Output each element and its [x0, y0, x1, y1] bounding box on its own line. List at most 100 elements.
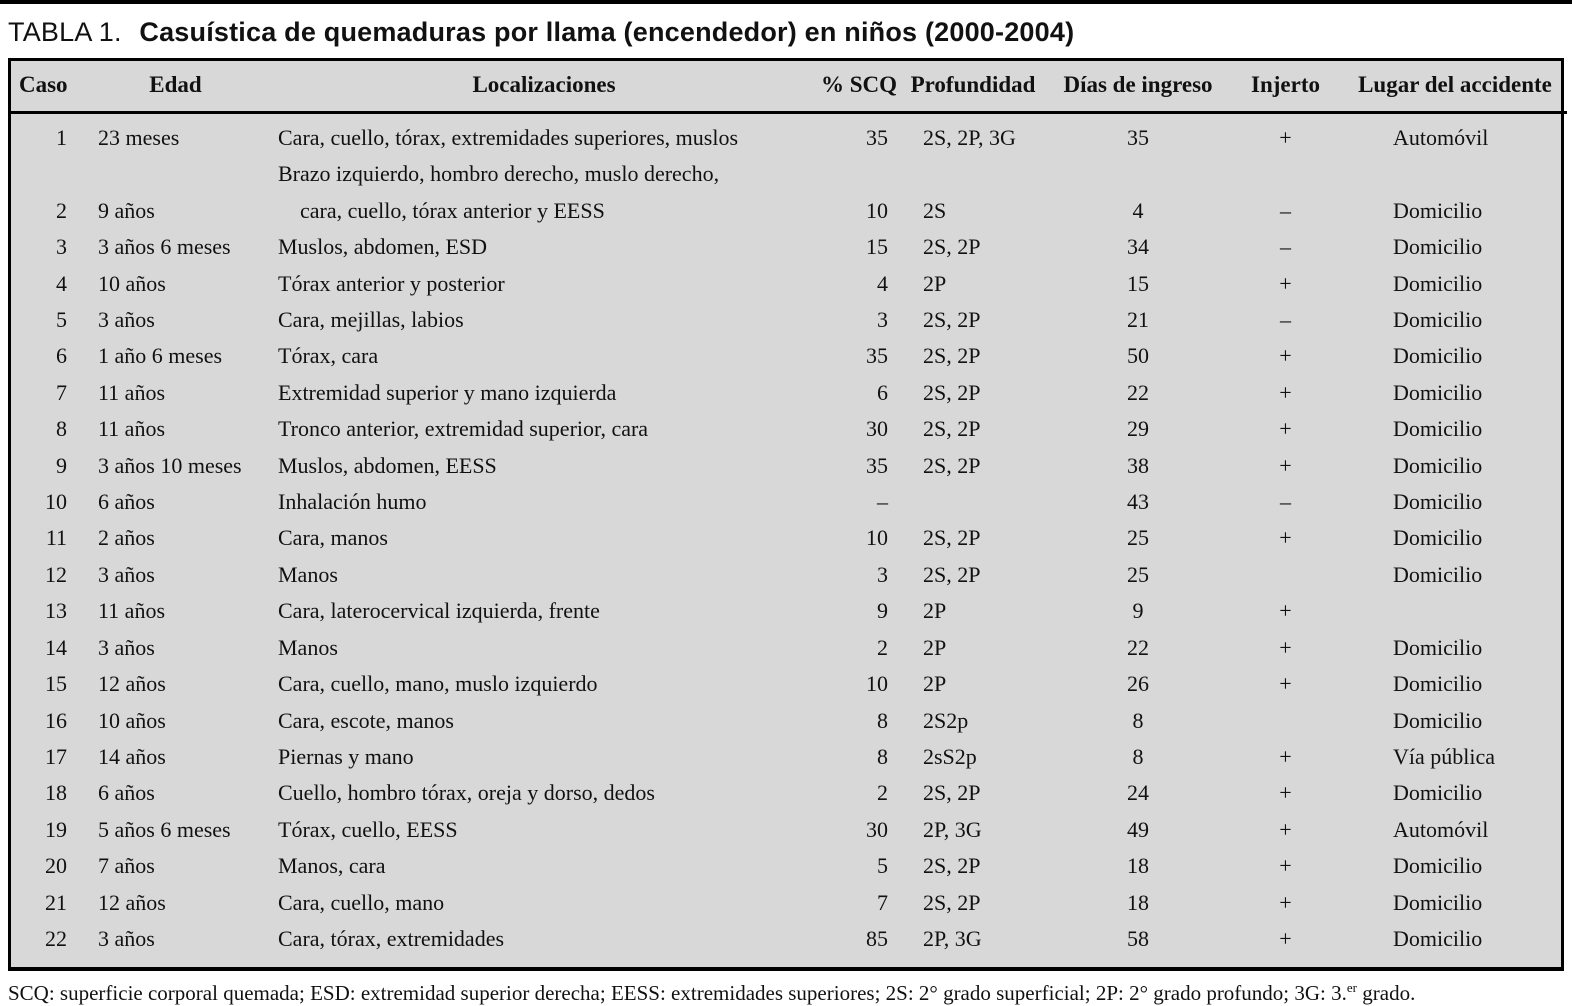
- edad-cell: 1 año 6 meses: [98, 343, 223, 369]
- profundidad-cell: 2S, 2P: [923, 853, 981, 879]
- table-row: 15 12 años Cara, cuello, mano, muslo izqui…: [11, 666, 1567, 702]
- table-row: 3 3 años 6 meses Muslos, abdomen, ESD 15 2S,…: [11, 229, 1567, 265]
- localizaciones-line: Manos: [278, 561, 338, 587]
- scq-cell: 4: [877, 270, 888, 296]
- scq-cell: 2: [877, 780, 888, 806]
- table-row: 11 2 años Cara, manos 10 2S, 2P 25 + Domicilio: [11, 520, 1567, 556]
- edad-cell: 9 años: [98, 197, 155, 223]
- localizaciones-cell: Manos, cara: [268, 848, 820, 884]
- edad-cell: 12 años: [98, 671, 166, 697]
- dias-ingreso-cell: 58: [1127, 925, 1149, 951]
- injerto-cell: +: [1279, 452, 1292, 478]
- caso-cell: 5: [56, 307, 67, 333]
- profundidad-cell: 2S, 2P: [923, 234, 981, 260]
- injerto-cell: –: [1280, 197, 1291, 223]
- edad-cell: 3 años: [98, 307, 155, 333]
- caso-cell: 10: [45, 489, 67, 515]
- injerto-cell: +: [1279, 780, 1292, 806]
- localizaciones-cell: Cara, tórax, extremidades: [268, 921, 820, 967]
- table-row: 12 3 años Manos 3 2S, 2P 25 Domicilio: [11, 557, 1567, 593]
- edad-cell: 11 años: [98, 598, 166, 624]
- caso-cell: 17: [45, 743, 67, 769]
- table-row: 6 1 año 6 meses Tórax, cara 35 2S, 2P 50 + Domi…: [11, 338, 1567, 374]
- caso-cell: 14: [45, 634, 67, 660]
- scq-cell: 15: [866, 234, 888, 260]
- caso-cell: 15: [45, 671, 67, 697]
- injerto-cell: +: [1279, 598, 1292, 624]
- lugar-accidente-cell: Domicilio: [1393, 925, 1483, 951]
- localizaciones-line: Manos, cara: [278, 853, 386, 879]
- localizaciones-line: Cara, escote, manos: [278, 707, 454, 733]
- lugar-accidente-cell: Automóvil: [1393, 125, 1489, 150]
- profundidad-cell: 2S, 2P: [923, 343, 981, 369]
- profundidad-cell: 2P: [923, 598, 947, 624]
- localizaciones-cell: Inhalación humo: [268, 484, 820, 520]
- caso-cell: 20: [45, 853, 67, 879]
- footnote-main: SCQ: superficie corporal quemada; ESD: e…: [8, 981, 1347, 1006]
- edad-cell: 10 años: [98, 707, 166, 733]
- table-row: 9 3 años 10 meses Muslos, abdomen, EESS 35 2…: [11, 448, 1567, 484]
- scq-cell: 30: [866, 416, 888, 442]
- profundidad-cell: 2S, 2P: [923, 525, 981, 551]
- caso-cell: 19: [45, 816, 67, 842]
- localizaciones-cell: Tórax, cuello, EESS: [268, 812, 820, 848]
- lugar-accidente-cell: Domicilio: [1393, 780, 1483, 806]
- injerto-cell: +: [1279, 416, 1292, 442]
- table-row: 17 14 años Piernas y mano 8 2sS2p 8 + Vía públi…: [11, 739, 1567, 775]
- scq-cell: 3: [877, 307, 888, 333]
- localizaciones-line: Cara, laterocervical izquierda, frente: [278, 598, 600, 624]
- lugar-accidente-cell: Domicilio: [1393, 343, 1483, 369]
- lugar-accidente-cell: Domicilio: [1393, 853, 1483, 879]
- localizaciones-cell: Cara, cuello, mano, muslo izquierdo: [268, 666, 820, 702]
- table-title-text: Casuística de quemaduras por llama (ence…: [139, 17, 1075, 47]
- top-rule: [0, 0, 1572, 4]
- lugar-accidente-cell: Domicilio: [1393, 379, 1483, 405]
- caso-cell: 4: [56, 270, 67, 296]
- localizaciones-line: Cara, cuello, mano, muslo izquierdo: [278, 671, 598, 697]
- table-row: 18 6 años Cuello, hombro tórax, oreja y do…: [11, 775, 1567, 811]
- caso-cell: 3: [56, 234, 67, 260]
- scq-cell: 3: [877, 561, 888, 587]
- dias-ingreso-cell: 22: [1127, 634, 1149, 660]
- col-header-dias-ingreso: Días de ingreso: [1048, 61, 1228, 114]
- dias-ingreso-cell: 15: [1127, 270, 1149, 296]
- scq-cell: 35: [866, 343, 888, 369]
- edad-cell: 11 años: [98, 416, 166, 442]
- localizaciones-line: Brazo izquierdo, hombro derecho, muslo d…: [278, 161, 720, 187]
- scq-cell: 8: [877, 707, 888, 733]
- localizaciones-line: Cara, tórax, extremidades: [278, 925, 505, 951]
- lugar-accidente-cell: Vía pública: [1393, 743, 1496, 769]
- injerto-cell: +: [1279, 525, 1292, 551]
- localizaciones-line: Piernas y mano: [278, 743, 414, 769]
- localizaciones-line: Inhalación humo: [278, 489, 427, 515]
- lugar-accidente-cell: Automóvil: [1393, 816, 1489, 842]
- injerto-cell: +: [1279, 925, 1292, 951]
- col-header-edad: Edad: [83, 61, 268, 114]
- injerto-cell: –: [1280, 234, 1291, 260]
- table-row: 13 11 años Cara, laterocervical izquierda,…: [11, 593, 1567, 629]
- localizaciones-cell: Cara, mejillas, labios: [268, 302, 820, 338]
- localizaciones-line: Cara, cuello, mano: [278, 889, 445, 915]
- lugar-accidente-cell: Domicilio: [1393, 707, 1483, 733]
- profundidad-cell: 2S2p: [923, 707, 969, 733]
- injerto-cell: +: [1279, 125, 1292, 150]
- scq-cell: 7: [877, 889, 888, 915]
- dias-ingreso-cell: 18: [1127, 889, 1149, 915]
- dias-ingreso-cell: 49: [1127, 816, 1149, 842]
- dias-ingreso-cell: 43: [1127, 489, 1149, 515]
- caso-cell: 13: [45, 598, 67, 624]
- table-row: 10 6 años Inhalación humo – 43 – Domicilio: [11, 484, 1567, 520]
- profundidad-cell: [898, 484, 1048, 520]
- profundidad-cell: 2P: [923, 671, 947, 697]
- caso-cell: 9: [56, 452, 67, 478]
- profundidad-cell: 2P, 3G: [923, 925, 982, 951]
- table-body: 1 23 meses Cara, cuello, tórax, extremidad…: [11, 113, 1567, 968]
- edad-cell: 3 años: [98, 634, 155, 660]
- scq-cell: 35: [866, 452, 888, 478]
- scq-cell: 10: [866, 197, 888, 223]
- lugar-accidente-cell: Domicilio: [1393, 234, 1483, 260]
- profundidad-cell: 2sS2p: [923, 743, 977, 769]
- dias-ingreso-cell: 21: [1127, 307, 1149, 333]
- edad-cell: 23 meses: [98, 125, 180, 150]
- lugar-accidente-cell: Domicilio: [1393, 671, 1483, 697]
